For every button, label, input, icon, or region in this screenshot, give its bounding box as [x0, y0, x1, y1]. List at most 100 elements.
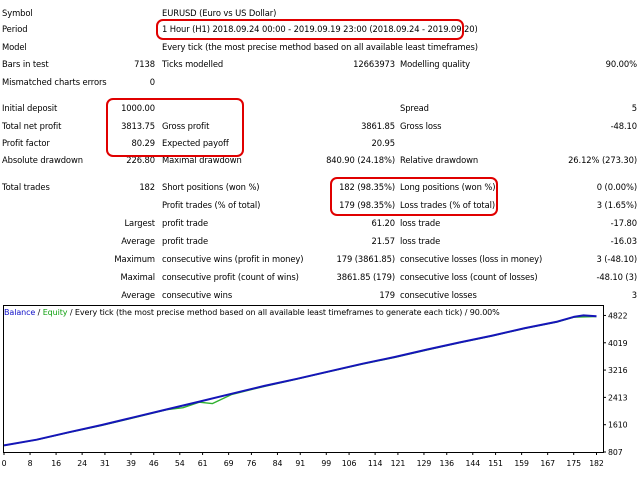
average-profit-value: 21.57 [371, 236, 396, 246]
legend-equity: Equity [42, 308, 68, 317]
x-tick-label: 151 [488, 459, 503, 468]
y-tick-label: 2413 [608, 393, 628, 402]
largest-profit-label: profit trade [162, 218, 209, 228]
period-highlight [156, 19, 464, 40]
max-cons-wins-value: 179 (3861.85) [336, 254, 395, 264]
x-tick-label: 61 [198, 459, 208, 468]
long-label: Long positions (won %) [400, 182, 496, 192]
netprofit-value: 3813.75 [121, 121, 155, 131]
x-tick-label: 76 [247, 459, 257, 468]
pf-value: 80.29 [131, 138, 156, 148]
spread-label: Spread [400, 103, 429, 113]
reldd-label: Relative drawdown [400, 155, 479, 165]
ticks-label: Ticks modelled [162, 59, 224, 69]
symbol-value: EURUSD (Euro vs US Dollar) [162, 8, 277, 18]
deposit-highlight [106, 98, 244, 157]
x-tick-label: 31 [100, 459, 110, 468]
mismatch-value: 0 [149, 77, 155, 87]
average-loss-label: loss trade [400, 236, 441, 246]
y-tick-label: 4822 [608, 311, 628, 320]
x-tick-label: 8 [28, 459, 33, 468]
avg-cons-wins-label: consecutive wins [162, 290, 233, 300]
x-tick-label: 159 [514, 459, 529, 468]
maximal-cons-profit-value: 3861.85 (179) [336, 272, 395, 282]
quality-value: 90.00% [605, 59, 637, 69]
x-tick-label: 39 [126, 459, 136, 468]
absdd-value: 226.80 [126, 155, 155, 165]
loss-trades-label: Loss trades (% of total) [400, 200, 496, 210]
x-tick-label: 144 [465, 459, 480, 468]
x-tick-label: 46 [149, 459, 159, 468]
maximal-label: Maximal [120, 272, 155, 282]
largest-loss-value: -17.80 [610, 218, 638, 228]
maximal-cons-loss-label: consecutive loss (count of losses) [400, 272, 538, 282]
chart-plot: 0 8 16 24 31 39 46 54 61 69 76 84 91 99 106 114 121 129 13… [2, 305, 628, 468]
balance-chart: Balance / Equity / Every tick (the most … [0, 305, 640, 480]
largest-loss-label: loss trade [400, 218, 441, 228]
x-tick-label: 69 [224, 459, 234, 468]
x-tick-label: 54 [175, 459, 185, 468]
grossprofit-label: Gross profit [162, 121, 210, 131]
period-label: Period [2, 24, 28, 34]
avg-cons-losses-label: consecutive losses [400, 290, 477, 300]
period-value: 1 Hour (H1) 2018.09.24 00:00 - 2019.09.1… [162, 24, 478, 34]
legend-description: / Every tick (the most precise method ba… [67, 308, 500, 317]
grossloss-value: -48.10 [610, 121, 638, 131]
maximal-cons-loss-value: -48.10 (3) [596, 272, 637, 282]
reldd-value: 26.12% (273.30) [568, 155, 637, 165]
deposit-label: Initial deposit [2, 103, 58, 113]
long-value: 0 (0.00%) [596, 182, 637, 192]
x-tick-label: 136 [439, 459, 454, 468]
x-tick-label: 167 [540, 459, 555, 468]
maxdd-value: 840.90 (24.18%) [326, 155, 395, 165]
y-tick-label: 4019 [608, 339, 628, 348]
payoff-label: Expected payoff [162, 138, 229, 148]
y-tick-label: 1610 [608, 421, 628, 430]
bars-label: Bars in test [2, 59, 49, 69]
x-tick-label: 106 [342, 459, 357, 468]
balance-line [3, 314, 597, 447]
avg-cons-losses-value: 3 [631, 290, 637, 300]
legend-sep: / [35, 308, 43, 317]
profit-trades-value: 179 (98.35%) [339, 200, 395, 210]
x-tick-label: 175 [566, 459, 581, 468]
average-profit-label: profit trade [162, 236, 209, 246]
x-tick-label: 121 [391, 459, 406, 468]
ticks-value: 12663973 [353, 59, 395, 69]
avg-cons-wins-value: 179 [379, 290, 395, 300]
largest-profit-value: 61.20 [371, 218, 396, 228]
grossprofit-value: 3861.85 [361, 121, 395, 131]
average-label: Average [121, 236, 155, 246]
payoff-value: 20.95 [371, 138, 396, 148]
grossloss-label: Gross loss [400, 121, 442, 131]
trades-label: Total trades [2, 182, 50, 192]
legend-balance: Balance [4, 308, 36, 317]
model-value: Every tick (the most precise method base… [162, 42, 478, 52]
y-tick-label: 3216 [608, 366, 628, 375]
x-tick-label: 84 [273, 459, 283, 468]
positions-highlight [330, 177, 498, 216]
mismatch-label: Mismatched charts errors [2, 77, 107, 87]
bars-value: 7138 [134, 59, 155, 69]
x-tick-label: 114 [368, 459, 383, 468]
maxdd-label: Maximal drawdown [162, 155, 242, 165]
pf-label: Profit factor [2, 138, 50, 148]
x-tick-label: 91 [295, 459, 305, 468]
x-tick-label: 0 [2, 459, 7, 468]
chart-legend: Balance / Equity / Every tick (the most … [4, 307, 500, 318]
profit-trades-label: Profit trades (% of total) [162, 200, 261, 210]
loss-trades-value: 3 (1.65%) [596, 200, 637, 210]
x-tick-label: 24 [77, 459, 87, 468]
deposit-value: 1000.00 [121, 103, 155, 113]
symbol-label: Symbol [2, 8, 33, 18]
average-loss-value: -16.03 [610, 236, 638, 246]
plot-frame [3, 305, 604, 453]
short-value: 182 (98.35%) [339, 182, 395, 192]
avg-cons-label: Average [121, 290, 155, 300]
quality-label: Modelling quality [400, 59, 471, 69]
netprofit-label: Total net profit [2, 121, 62, 131]
x-tick-label: 99 [321, 459, 331, 468]
x-tick-label: 182 [589, 459, 604, 468]
max-cons-wins-label: consecutive wins (profit in money) [162, 254, 304, 264]
spread-value: 5 [631, 103, 637, 113]
